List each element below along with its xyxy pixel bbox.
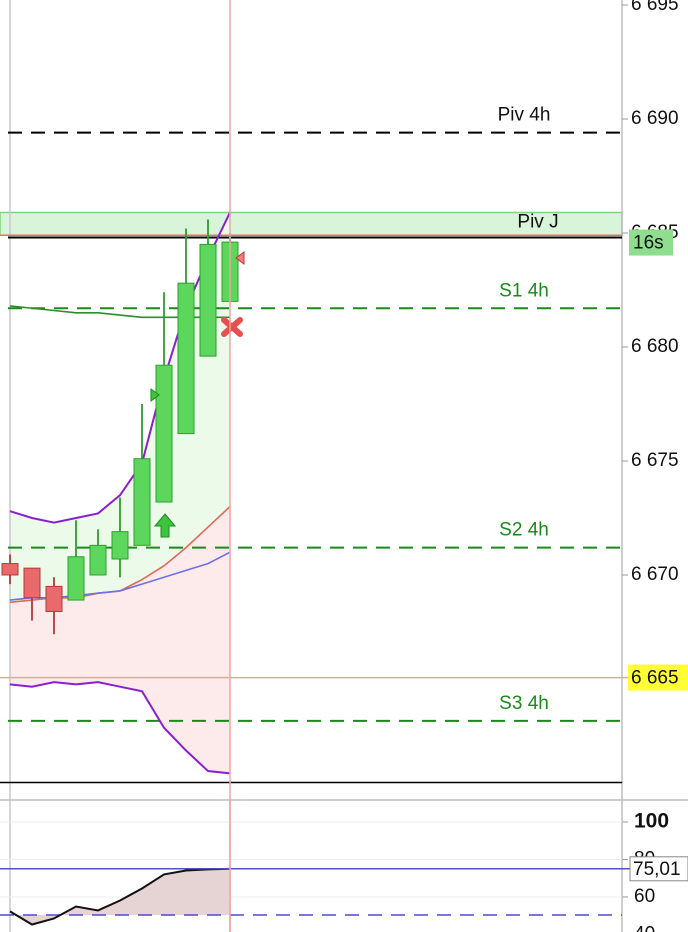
osc-tick-label: 60 [634, 886, 655, 907]
y-tick-label: 6 695 [631, 0, 679, 15]
candle-body [67, 556, 85, 601]
y-tick-label: 6 670 [631, 564, 679, 585]
level-label: S3 4h [499, 693, 549, 714]
level-label: S1 4h [499, 280, 549, 301]
candle-body [89, 544, 107, 576]
candle-body [45, 585, 63, 612]
candle-body [1, 563, 19, 576]
osc-fill [10, 868, 230, 925]
price-marker-label: 6 665 [631, 668, 679, 689]
y-tick-label: 6 675 [631, 450, 679, 471]
level-label: Piv 4h [498, 105, 551, 126]
osc-line [9, 867, 231, 926]
timer-label: 16s [633, 233, 664, 254]
osc-level-label: 75,01 [633, 859, 681, 880]
candle-body [111, 531, 129, 560]
signal-triangle [150, 388, 160, 402]
overlay-line [9, 681, 231, 775]
osc-level-box [629, 856, 688, 882]
buy-arrow [153, 513, 177, 538]
osc-tick-label: 40 [634, 923, 655, 932]
candle-body [155, 364, 173, 503]
sell-cross [221, 317, 243, 337]
price-marker-box [628, 664, 688, 691]
osc-tick-label: 100 [634, 809, 669, 832]
upper-band-fill [10, 212, 230, 603]
signal-triangle [235, 251, 245, 265]
candle-body [199, 243, 217, 357]
timer-box [629, 229, 673, 256]
level-label: S2 4h [499, 520, 549, 541]
y-tick-label: 6 680 [631, 336, 679, 357]
candle-body [177, 282, 195, 435]
level-label: Piv J [517, 211, 558, 232]
candle-body [133, 458, 151, 546]
candle-body [23, 567, 41, 599]
y-tick-label: 6 690 [631, 108, 679, 129]
